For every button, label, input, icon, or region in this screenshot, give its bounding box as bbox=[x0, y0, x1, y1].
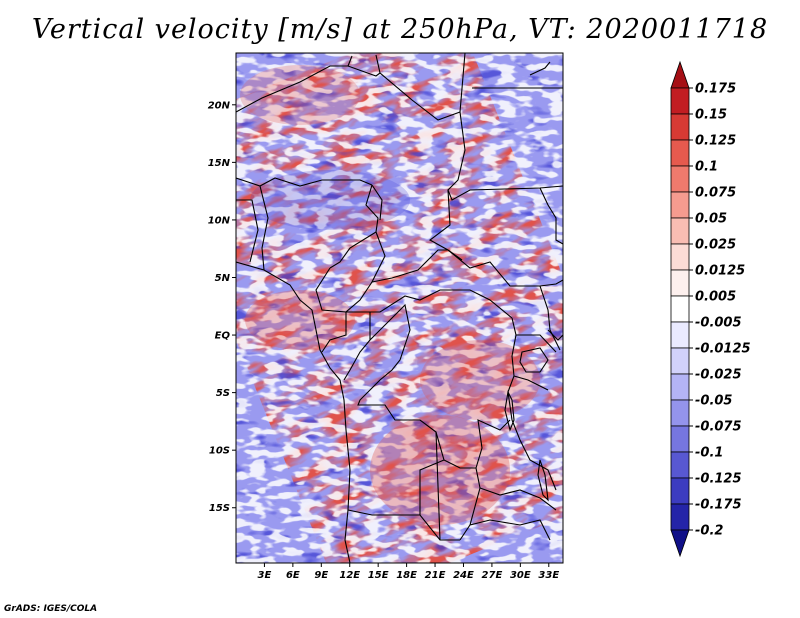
colorbar-segment bbox=[670, 60, 690, 89]
longitude-axis: 3E 6E 9E 12E 15E 18E 21E 24E 27E 30E 33E bbox=[258, 563, 559, 581]
colorbar-label: 0.025 bbox=[695, 238, 736, 253]
lon-tick-label: 33E bbox=[538, 570, 559, 581]
lat-tick-label: 10S bbox=[209, 446, 230, 457]
lon-tick-label: 3E bbox=[258, 570, 272, 581]
lon-tick-label: 12E bbox=[339, 570, 360, 581]
velocity-field bbox=[236, 53, 563, 563]
colorbar-segment bbox=[670, 321, 690, 349]
colorbar-label: -0.2 bbox=[695, 524, 723, 539]
colorbar-label: 0.125 bbox=[695, 134, 736, 149]
map-frame bbox=[235, 52, 564, 564]
colorbar-segment bbox=[670, 243, 690, 271]
colorbar-segment bbox=[670, 165, 690, 193]
lon-tick-label: 18E bbox=[396, 570, 417, 581]
colorbar-label: 0.15 bbox=[695, 108, 727, 123]
grads-credit: GrADS: IGES/COLA bbox=[4, 604, 98, 614]
map-title: Vertical velocity [m/s] at 250hPa, VT: 2… bbox=[31, 14, 769, 45]
colorbar-segment bbox=[670, 529, 690, 558]
colorbar-segment bbox=[670, 503, 690, 531]
colorbar-label: -0.075 bbox=[695, 420, 742, 435]
colorbar-segment bbox=[670, 217, 690, 245]
colorbar-segment bbox=[670, 399, 690, 427]
colorbar-segment bbox=[670, 373, 690, 401]
colorbar-segment bbox=[670, 451, 690, 479]
colorbar-label: -0.125 bbox=[695, 472, 742, 487]
lon-tick-label: 24E bbox=[453, 570, 474, 581]
lon-tick-label: 30E bbox=[510, 570, 531, 581]
lat-tick-label: EQ bbox=[215, 331, 231, 342]
colorbar-label: 0.175 bbox=[695, 82, 736, 97]
colorbar-label: -0.1 bbox=[695, 446, 723, 461]
colorbar: 0.175 0.15 0.125 0.1 0.075 0.05 0.025 0.0125 0.0… bbox=[670, 60, 751, 558]
lon-tick-label: 6E bbox=[286, 570, 300, 581]
colorbar-label: -0.025 bbox=[695, 368, 742, 383]
lon-tick-label: 27E bbox=[482, 570, 503, 581]
lon-tick-label: 9E bbox=[314, 570, 328, 581]
colorbar-label: -0.0125 bbox=[695, 342, 751, 357]
colorbar-label: -0.05 bbox=[695, 394, 732, 409]
latitude-axis: 20N 15N 10N 5N EQ 5S 10S 15S bbox=[208, 100, 236, 514]
map-figure: 20N 15N 10N 5N EQ 5S 10S 15S 3E 6E 9E 12E 15E 18E 21E… bbox=[208, 52, 751, 581]
colorbar-segment bbox=[670, 347, 690, 375]
lat-tick-label: 5N bbox=[215, 273, 231, 284]
lon-tick-label: 21E bbox=[425, 570, 446, 581]
lat-tick-label: 15S bbox=[209, 503, 230, 514]
colorbar-label: 0.05 bbox=[695, 212, 727, 227]
colorbar-label: -0.175 bbox=[695, 498, 742, 513]
colorbar-segment bbox=[670, 425, 690, 453]
colorbar-segment bbox=[670, 113, 690, 141]
lon-tick-label: 15E bbox=[368, 570, 389, 581]
colorbar-segment bbox=[670, 139, 690, 167]
colorbar-segment bbox=[670, 269, 690, 297]
colorbar-label: 0.0125 bbox=[695, 264, 745, 279]
colorbar-segment bbox=[670, 87, 690, 115]
lat-tick-label: 15N bbox=[208, 158, 231, 169]
colorbar-label: -0.005 bbox=[695, 316, 742, 331]
country-borders bbox=[236, 53, 563, 563]
lat-tick-label: 20N bbox=[208, 100, 231, 111]
colorbar-label: 0.005 bbox=[695, 290, 736, 305]
lat-tick-label: 5S bbox=[216, 388, 230, 399]
colorbar-segment bbox=[670, 191, 690, 219]
colorbar-segment bbox=[670, 477, 690, 505]
colorbar-label: 0.075 bbox=[695, 186, 736, 201]
lat-tick-label: 10N bbox=[208, 215, 231, 226]
colorbar-label: 0.1 bbox=[695, 160, 718, 175]
colorbar-segment bbox=[670, 295, 690, 323]
